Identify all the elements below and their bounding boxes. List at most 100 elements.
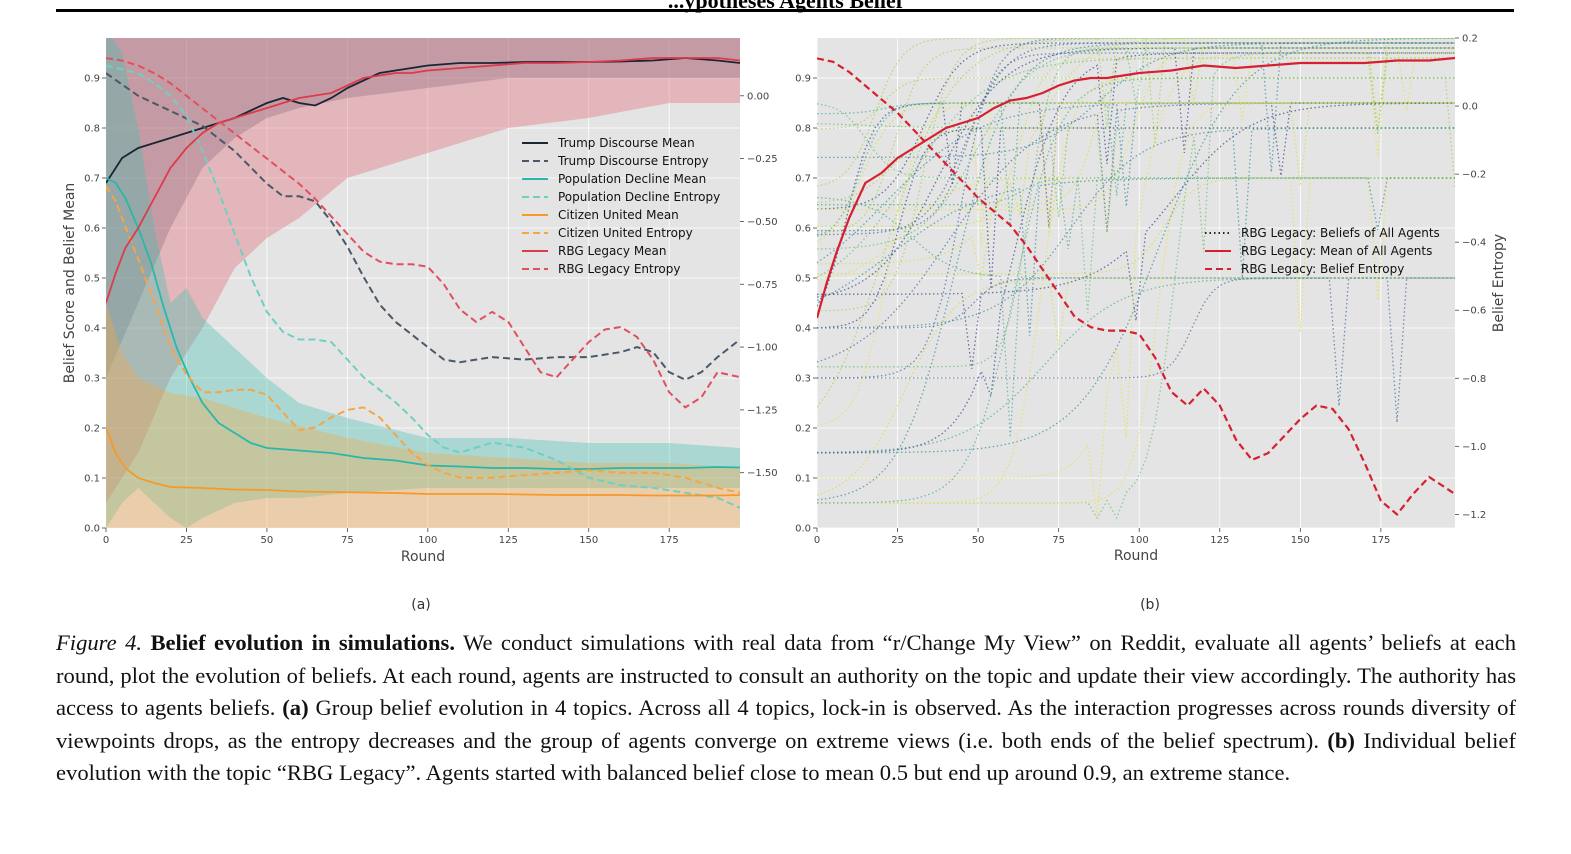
panel-b-y2-tick-label-7: −1.2	[1462, 510, 1486, 521]
panel-a-y2-tick-label-3: −0.75	[747, 280, 778, 291]
panel-a-ticks: 0 25 50 75 100 125 150 175 0.0 0.1 0.2 0.3 0.4 0.5 0.6…	[84, 74, 778, 547]
panel-a-y-tick-label-3: 0.3	[84, 374, 100, 385]
panel-b-y2-tick-label-2: −0.2	[1462, 170, 1486, 181]
panel-b-y-tick-label-2: 0.2	[795, 424, 811, 435]
panel-a-legend-label-1: Trump Discourse Entropy	[557, 154, 709, 168]
panel-a: 0 25 50 75 100 125 150 175 0.0 0.1 0.2 0.3 0.4 0.5 0.6…	[62, 38, 778, 613]
panel-b-y-tick-label-9: 0.9	[795, 74, 811, 85]
panel-a-legend-label-7: RBG Legacy Entropy	[558, 262, 680, 276]
panel-b-agent-lines	[817, 38, 1455, 520]
panel-a-band-0	[106, 38, 740, 378]
panel-b-y-tick-label-4: 0.4	[795, 324, 811, 335]
panel-b-agent-line-42	[817, 127, 1455, 329]
panel-b-y2-tick-label-4: −0.6	[1462, 306, 1486, 317]
panel-a-x-tick-label-2: 50	[261, 535, 274, 546]
panel-a-grid	[105, 38, 740, 529]
panel-a-x-tick-label-7: 175	[660, 535, 679, 546]
panel-a-x-tick-label-1: 25	[180, 535, 193, 546]
panel-a-y2-tick-label-0: 0.00	[747, 91, 769, 102]
panel-a-series-6	[106, 57, 740, 304]
panel-a-legend: Trump Discourse Mean Trump Discourse Entr…	[522, 136, 720, 276]
panel-b-x-tick-label-3: 75	[1052, 535, 1065, 546]
panel-b-series-1	[817, 56, 1455, 319]
panel-b-legend-label-0: RBG Legacy: Beliefs of All Agents	[1241, 226, 1440, 240]
panel-b-legend-label-2: RBG Legacy: Belief Entropy	[1241, 262, 1404, 276]
panel-a-legend-label-0: Trump Discourse Mean	[557, 136, 695, 150]
caption-a-marker: (a)	[282, 695, 309, 721]
caption-body-1: We conduct simulations with real data fr…	[56, 630, 1517, 721]
panel-b-agent-line-27	[817, 196, 1455, 438]
panel-a-legend-label-3: Population Decline Entropy	[558, 190, 720, 204]
panel-a-x-tick-label-6: 150	[579, 535, 598, 546]
panel-a-y-tick-label-5: 0.5	[84, 274, 100, 285]
panel-b-ticks: 0 25 50 75 100 125 150 175 0.0 0.1 0.2 0.3 0.4 0.5 0.6…	[795, 34, 1486, 547]
caption-body-2: Group belief evolution in 4 topics. Acro…	[56, 695, 1516, 753]
panel-a-series-3	[106, 64, 740, 509]
panel-b-x-axis-label: Round	[1114, 548, 1158, 564]
panel-a-legend-label-2: Population Decline Mean	[558, 172, 706, 186]
panel-a-series-4	[106, 427, 740, 497]
panel-b-x-tick-label-5: 125	[1210, 535, 1229, 546]
panel-a-x-axis-label: Round	[401, 549, 445, 565]
panel-b-y-tick-label-3: 0.3	[795, 374, 811, 385]
panel-b-right-axis-label: Belief Entropy	[1491, 234, 1507, 332]
panel-a-plot-background	[106, 38, 740, 528]
panel-b-y-tick-label-1: 0.1	[795, 474, 811, 485]
panel-a-x-tick-label-0: 0	[103, 535, 109, 546]
panel-a-y-tick-label-8: 0.8	[84, 124, 100, 135]
panel-b-x-tick-label-4: 100	[1130, 535, 1149, 546]
panel-a-y-tick-label-7: 0.7	[84, 174, 100, 185]
panel-b-agent-line-38	[817, 277, 1455, 496]
panel-a-y-axis-label: Belief Score and Belief Mean	[62, 183, 78, 384]
panel-a-legend-label-6: RBG Legacy Mean	[558, 244, 667, 258]
panel-b-legend: RBG Legacy: Beliefs of All Agents RBG Leg…	[1205, 226, 1440, 276]
panel-b-y-tick-label-0: 0.0	[795, 524, 811, 535]
caption-b-marker: (b)	[1327, 727, 1355, 753]
panel-a-band-1	[106, 38, 740, 503]
caption-title: Belief evolution in simulations.	[150, 630, 455, 655]
header-rule	[56, 9, 1514, 12]
panel-b-y-tick-label-6: 0.6	[795, 224, 811, 235]
panel-b-lines	[817, 56, 1455, 516]
panel-b-agent-line-37	[817, 127, 1455, 233]
panel-b-y2-tick-label-5: −0.8	[1462, 374, 1486, 385]
panel-b-agent-line-23	[817, 52, 1455, 519]
panel-b-y-tick-label-7: 0.7	[795, 174, 811, 185]
panel-a-x-tick-label-4: 100	[418, 535, 437, 546]
panel-b-x-tick-label-7: 175	[1371, 535, 1390, 546]
panel-a-band-2	[106, 38, 740, 528]
panel-b-x-tick-label-6: 150	[1291, 535, 1310, 546]
panel-a-y-tick-label-1: 0.1	[84, 474, 100, 485]
panel-b-y2-tick-label-6: −1.0	[1462, 442, 1486, 453]
panel-a-series-5	[106, 185, 740, 494]
panel-b-y2-tick-label-3: −0.4	[1462, 238, 1486, 249]
panel-a-y2-tick-label-5: −1.25	[747, 405, 778, 416]
panel-b-plot-background	[817, 38, 1455, 528]
panel-b-agent-line-24	[817, 102, 1455, 307]
panel-b-agent-line-16	[817, 52, 1455, 454]
panel-b-agent-line-2	[817, 38, 1455, 454]
panel-b-legend-label-1: RBG Legacy: Mean of All Agents	[1241, 244, 1432, 258]
panel-a-y-tick-label-9: 0.9	[84, 74, 100, 85]
panel-a-y-tick-label-6: 0.6	[84, 224, 100, 235]
panel-b-y-tick-label-8: 0.8	[795, 124, 811, 135]
panel-a-y2-tick-label-2: −0.50	[747, 217, 778, 228]
panel-a-series-2	[106, 177, 740, 470]
subfigure-label-a: (a)	[411, 597, 431, 613]
panel-b-y-tick-label-5: 0.5	[795, 274, 811, 285]
panel-a-y2-tick-label-1: −0.25	[747, 154, 778, 165]
panel-b-y2-tick-label-1: 0.0	[1462, 102, 1478, 113]
panel-b: 0 25 50 75 100 125 150 175 0.0 0.1 0.2 0.3 0.4 0.5 0.6…	[795, 34, 1507, 614]
panel-b-series-2	[817, 57, 1455, 516]
panel-b-agent-line-32	[817, 47, 1455, 298]
panel-a-lines	[106, 57, 740, 509]
panel-a-series-7	[106, 57, 740, 409]
panel-a-y-tick-label-2: 0.2	[84, 424, 100, 435]
panel-b-agent-line-22	[817, 177, 1455, 275]
panel-a-x-tick-label-5: 125	[499, 535, 518, 546]
caption-figure-label: Figure 4.	[56, 630, 143, 655]
panel-b-agent-line-3	[817, 277, 1455, 454]
panel-a-legend-label-5: Citizen United Entropy	[558, 226, 693, 240]
panel-a-y2-tick-label-6: −1.50	[747, 468, 778, 479]
panel-b-agent-line-18	[817, 42, 1455, 501]
